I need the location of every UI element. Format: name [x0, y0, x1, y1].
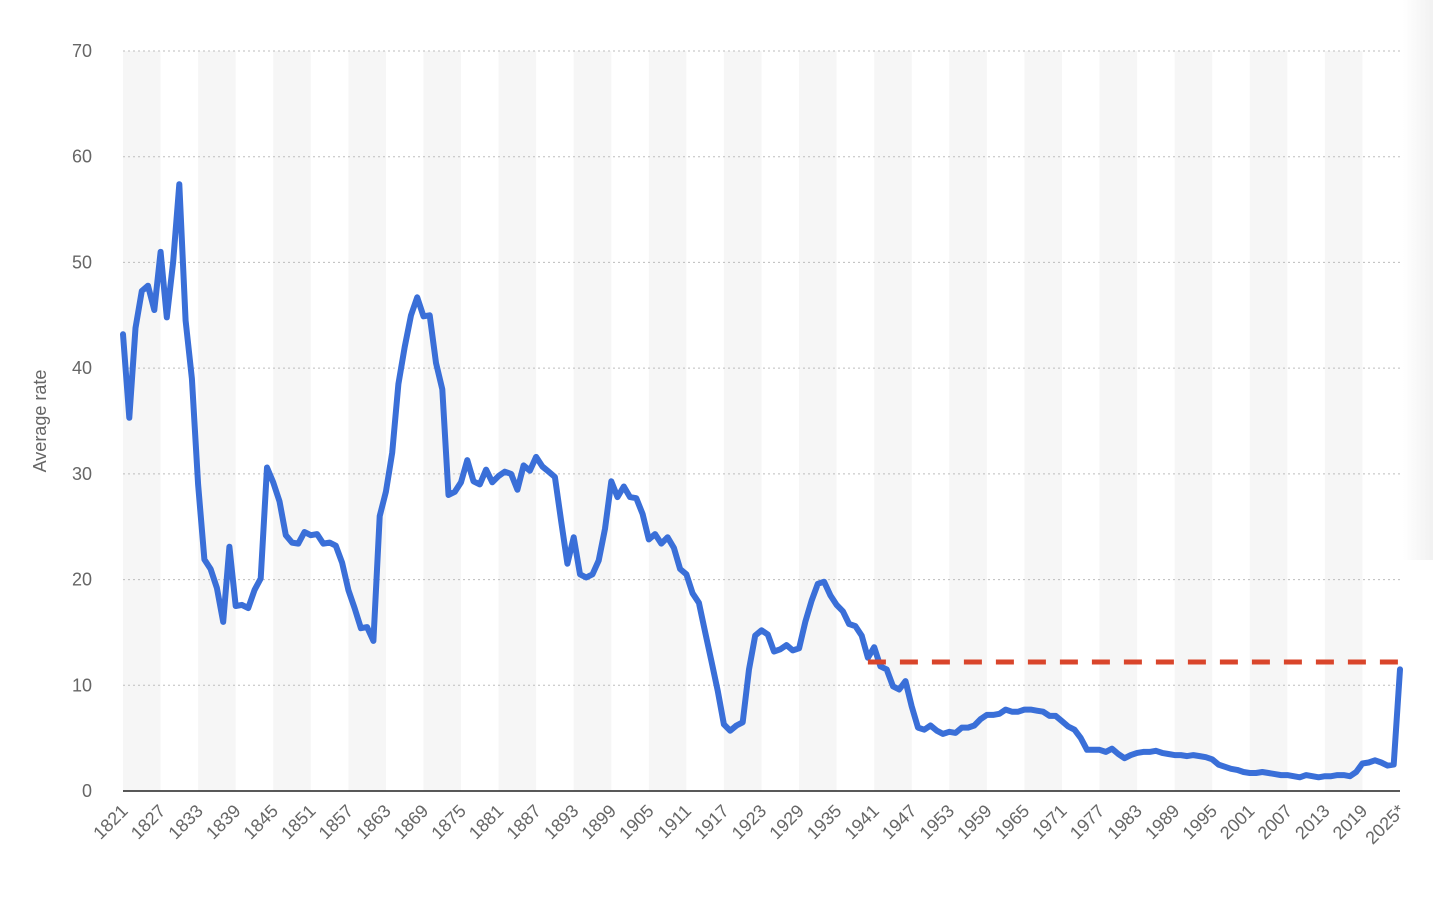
x-tick-label: 1833	[164, 801, 206, 843]
y-tick-label: 50	[72, 252, 92, 272]
x-tick-label: 1983	[1103, 801, 1145, 843]
column-band	[1024, 51, 1062, 791]
x-tick-label: 1947	[878, 801, 920, 843]
column-band	[1324, 51, 1363, 791]
x-tick-label: 1941	[841, 801, 883, 843]
column-band	[799, 51, 837, 791]
x-tick-label: 1881	[465, 801, 507, 843]
x-tick-label: 1911	[654, 801, 696, 843]
x-tick-label: 1971	[1028, 801, 1070, 843]
x-tick-label: 1989	[1141, 801, 1183, 843]
y-tick-label: 30	[72, 464, 92, 484]
column-band	[1249, 51, 1288, 791]
x-tick-label: 1953	[916, 801, 958, 843]
column-band	[723, 51, 762, 791]
x-tick-label: 1905	[615, 801, 657, 843]
x-tick-label: 1851	[277, 801, 319, 843]
column-band	[273, 51, 311, 791]
series-group	[120, 181, 1403, 781]
x-tick-label: 2025*	[1361, 801, 1408, 848]
x-tick-label: 1869	[390, 801, 432, 843]
column-band	[949, 51, 987, 791]
x-tick-label: 1863	[352, 801, 394, 843]
column-band	[573, 51, 612, 791]
x-tick-label: 1977	[1066, 801, 1108, 843]
y-axis-tick-labels: 0 10 20 30 40 50 60 70	[72, 41, 92, 801]
main-series-line	[120, 181, 1403, 781]
x-tick-label: 1935	[803, 801, 845, 843]
column-band	[1099, 51, 1138, 791]
x-tick-label: 1917	[690, 801, 732, 843]
column-band	[123, 51, 161, 791]
y-tick-label: 0	[82, 781, 92, 801]
x-tick-label: 1965	[991, 801, 1033, 843]
y-axis-title: Average rate	[30, 370, 50, 473]
y-tick-label: 60	[72, 147, 92, 167]
y-tick-label: 20	[72, 570, 92, 590]
x-tick-label: 1875	[427, 801, 469, 843]
x-tick-label: 1959	[953, 801, 995, 843]
x-tick-label: 1893	[540, 801, 582, 843]
x-tick-label: 1827	[127, 801, 169, 843]
y-tick-label: 70	[72, 41, 92, 61]
x-tick-label: 1995	[1179, 801, 1221, 843]
column-band	[1174, 51, 1213, 791]
x-tick-label: 2013	[1291, 801, 1333, 843]
column-band	[648, 51, 687, 791]
column-band	[198, 51, 236, 791]
x-tick-label: 1923	[728, 801, 770, 843]
x-tick-label: 1845	[240, 801, 282, 843]
y-tick-label: 10	[72, 675, 92, 695]
right-edge-shadow	[1403, 0, 1433, 560]
column-band	[348, 51, 386, 791]
x-tick-label: 2001	[1216, 801, 1258, 843]
x-tick-label: 2007	[1254, 801, 1296, 843]
y-tick-label: 40	[72, 358, 92, 378]
x-axis-tick-labels: 1821182718331839184518511857186318691875…	[89, 801, 1408, 848]
x-tick-label: 1857	[315, 801, 357, 843]
x-tick-label: 1839	[202, 801, 244, 843]
alternating-column-bands	[123, 51, 1363, 791]
x-tick-label: 1821	[89, 801, 131, 843]
x-tick-label: 1899	[578, 801, 620, 843]
x-tick-label: 1887	[503, 801, 545, 843]
x-tick-label: 1929	[765, 801, 807, 843]
column-band	[498, 51, 537, 791]
